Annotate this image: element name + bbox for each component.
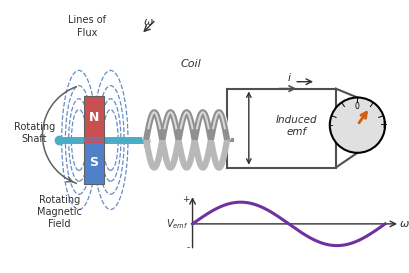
Text: N: N: [89, 111, 99, 124]
Text: +: +: [182, 195, 190, 204]
Text: Induced
emf: Induced emf: [275, 115, 317, 137]
Text: $\omega$: $\omega$: [143, 17, 153, 28]
Text: Rotating
Magnetic
Field: Rotating Magnetic Field: [37, 195, 82, 229]
Bar: [84, 96, 103, 140]
Text: -: -: [187, 243, 190, 252]
Text: $V_{emf}$: $V_{emf}$: [166, 217, 189, 231]
Text: Rotating
Shaft: Rotating Shaft: [14, 122, 55, 144]
Text: +: +: [379, 120, 387, 130]
Bar: [84, 140, 103, 184]
Text: i: i: [288, 73, 291, 83]
Text: Coil: Coil: [180, 59, 201, 69]
Bar: [84, 142, 103, 143]
Bar: [84, 141, 103, 142]
Text: 0: 0: [355, 102, 360, 111]
Circle shape: [330, 97, 385, 153]
Bar: [84, 140, 103, 141]
Text: Lines of
Flux: Lines of Flux: [68, 15, 106, 38]
Bar: [84, 138, 103, 139]
Text: $\omega$: $\omega$: [400, 219, 409, 229]
Bar: [84, 137, 103, 138]
Text: S: S: [89, 156, 98, 169]
Bar: [84, 139, 103, 140]
Text: -: -: [330, 120, 333, 130]
